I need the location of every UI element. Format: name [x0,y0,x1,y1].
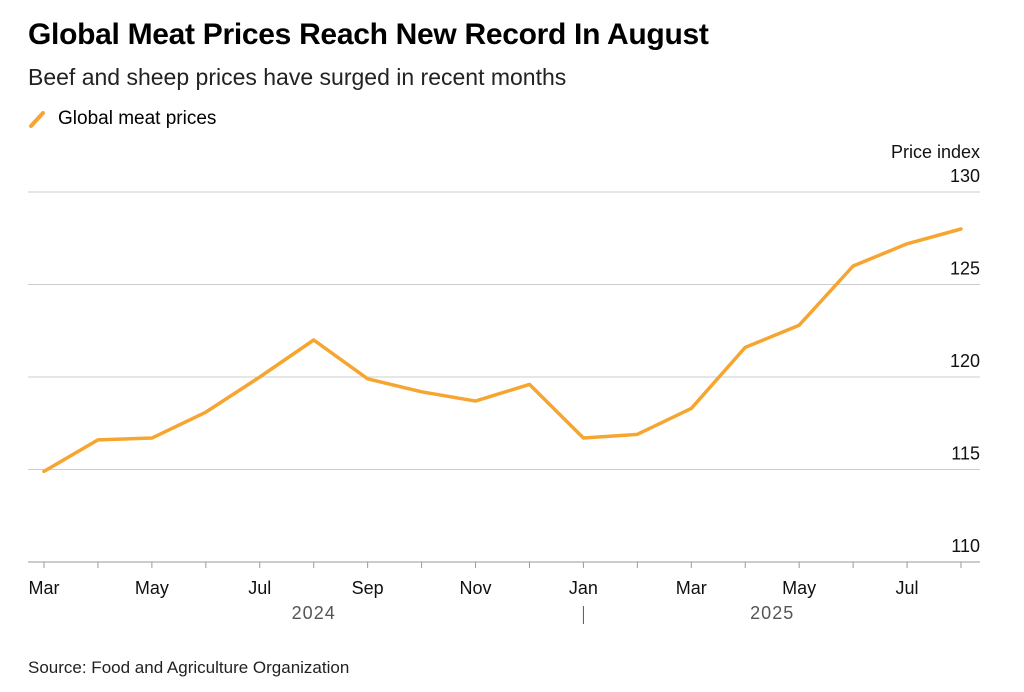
x-tick-label: Jan [569,578,598,598]
y-tick-label: 110 [951,536,980,556]
legend-label: Global meat prices [58,108,217,129]
y-tick-label: 120 [950,351,980,371]
y-tick-label: 125 [950,259,980,279]
legend: Global meat prices [28,108,216,130]
x-tick-label: Mar [29,578,60,598]
x-tick-label: Jul [896,578,919,598]
x-tick-label: Jul [248,578,271,598]
y-axis-label: Price index [891,142,980,162]
series-line-global-meat-prices [42,227,963,474]
y-tick-label: 115 [951,444,980,464]
x-tick-label: Mar [676,578,707,598]
x-tick-label: May [782,578,816,598]
x-tick-label: Nov [460,578,492,598]
x-tick-label: Sep [352,578,384,598]
x-tick-label: May [135,578,169,598]
y-tick-label: 130 [950,166,980,186]
year-label: 2025 [750,603,794,623]
year-label: 2024 [292,603,336,623]
chart-subtitle: Beef and sheep prices have surged in rec… [28,64,567,90]
source-note: Source: Food and Agriculture Organizatio… [28,658,350,677]
chart-title: Global Meat Prices Reach New Record In A… [28,18,709,51]
legend-line-icon [29,111,45,128]
